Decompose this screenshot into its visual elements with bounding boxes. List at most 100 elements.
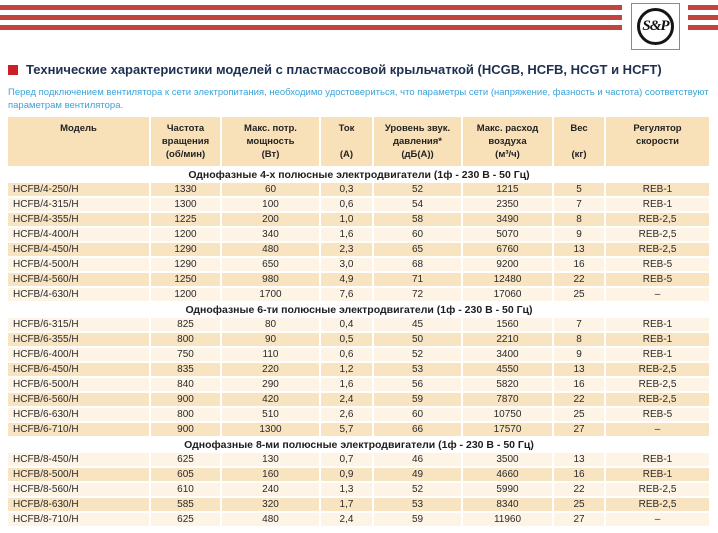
- cell-current: 0,7: [320, 452, 374, 469]
- cell-noise: 54: [373, 197, 463, 214]
- column-header-airflow: Макс. расход воздуха (м³/ч): [462, 117, 554, 169]
- section-title-row: Однофазные 6-ти полюсные электродвигател…: [8, 302, 710, 319]
- table-row: HCFB/6-560/H 900 420 2,4 59 7870 22 REB-2,5: [8, 392, 711, 409]
- cell-controller: REB-2,5: [605, 392, 711, 409]
- cell-model: HCFB/4-400/H: [8, 227, 151, 244]
- cell-noise: 60: [373, 227, 463, 244]
- column-header-model: Модель: [8, 117, 151, 169]
- page-title: Технические характеристики моделей с пла…: [26, 62, 662, 77]
- cell-current: 2,4: [320, 512, 374, 529]
- cell-airflow: 2350: [462, 197, 554, 214]
- cell-rpm: 800: [150, 407, 222, 424]
- sp-logo-circle: S&P: [637, 8, 674, 45]
- column-header-line: Уровень звук.: [384, 123, 451, 135]
- table-header-row: Модель Частота вращения (об/мин) Макс. потр.…: [8, 117, 711, 169]
- cell-power: 220: [221, 362, 321, 379]
- sp-logo: S&P: [631, 3, 680, 50]
- table-row: HCFB/6-630/H 800 510 2,6 60 10750 25 REB-5: [8, 407, 711, 424]
- cell-rpm: 585: [150, 497, 222, 514]
- column-header-line: [321, 135, 371, 148]
- cell-model: HCFB/4-500/H: [8, 257, 151, 274]
- cell-power: 240: [221, 482, 321, 499]
- cell-airflow: 1215: [462, 182, 554, 199]
- table-row: HCFB/4-630/H 1200 1700 7,6 72 17060 25–: [8, 287, 711, 304]
- cell-weight: 27: [553, 512, 606, 529]
- table-row: HCFB/4-400/H 1200 340 1,6 60 5070 9 REB-2,5: [8, 227, 711, 244]
- red-stripe: [0, 5, 718, 10]
- cell-model: HCFB/6-500/H: [8, 377, 151, 394]
- cell-rpm: 1290: [150, 242, 222, 259]
- cell-controller: REB-1: [605, 347, 711, 364]
- cell-weight: 8: [553, 332, 606, 349]
- column-header-line: Регулятор: [633, 123, 682, 135]
- column-header-line: мощность: [246, 136, 295, 148]
- cell-rpm: 1250: [150, 272, 222, 289]
- cell-controller: REB-2,5: [605, 377, 711, 394]
- cell-controller: REB-2,5: [605, 212, 711, 229]
- column-header-line: давления*: [392, 136, 443, 148]
- cell-controller: REB-2,5: [605, 482, 711, 499]
- cell-airflow: 12480: [462, 272, 554, 289]
- red-stripe: [0, 25, 718, 30]
- cell-power: 60: [221, 182, 321, 199]
- cell-weight: 25: [553, 497, 606, 514]
- cell-airflow: 10750: [462, 407, 554, 424]
- cell-rpm: 900: [150, 392, 222, 409]
- cell-current: 1,7: [320, 497, 374, 514]
- cell-power: 130: [221, 452, 321, 469]
- cell-power: 480: [221, 512, 321, 529]
- cell-noise: 52: [373, 347, 463, 364]
- section-title-row: Однофазные 8-ми полюсные электродвигател…: [8, 437, 710, 454]
- cell-airflow: 5820: [462, 377, 554, 394]
- cell-power: 980: [221, 272, 321, 289]
- cell-model: HCFB/4-560/H: [8, 272, 151, 289]
- cell-rpm: 825: [150, 317, 222, 334]
- column-header-line: (дБ(А)): [401, 149, 434, 161]
- cell-airflow: 9200: [462, 257, 554, 274]
- cell-noise: 52: [373, 182, 463, 199]
- cell-current: 1,6: [320, 227, 374, 244]
- cell-airflow: 6760: [462, 242, 554, 259]
- cell-rpm: 750: [150, 347, 222, 364]
- cell-rpm: 625: [150, 452, 222, 469]
- cell-model: HCFB/6-315/H: [8, 317, 151, 334]
- section-title: Однофазные 6-ти полюсные электродвигател…: [8, 302, 710, 319]
- cell-current: 7,6: [320, 287, 374, 304]
- cell-power: 90: [221, 332, 321, 349]
- cell-airflow: 7870: [462, 392, 554, 409]
- cell-controller: REB-1: [605, 452, 711, 469]
- cell-weight: 27: [553, 422, 606, 439]
- cell-airflow: 5070: [462, 227, 554, 244]
- cell-controller: REB-5: [605, 272, 711, 289]
- table-row: HCFB/6-400/H 750 110 0,6 52 3400 9 REB-1: [8, 347, 711, 364]
- cell-model: HCFB/6-450/H: [8, 362, 151, 379]
- cell-current: 4,9: [320, 272, 374, 289]
- cell-model: HCFB/6-400/H: [8, 347, 151, 364]
- table-row: HCFB/8-630/H 585 320 1,7 53 8340 25 REB-2,5: [8, 497, 711, 514]
- cell-noise: 53: [373, 362, 463, 379]
- cell-current: 1,0: [320, 212, 374, 229]
- cell-power: 200: [221, 212, 321, 229]
- cell-power: 1700: [221, 287, 321, 304]
- cell-airflow: 5990: [462, 482, 554, 499]
- column-header-rpm: Частота вращения (об/мин): [150, 117, 222, 169]
- column-header-line: (Вт): [261, 149, 280, 161]
- sp-logo-text: S&P: [642, 18, 669, 34]
- cell-controller: REB-1: [605, 467, 711, 484]
- cell-controller: REB-1: [605, 317, 711, 334]
- column-header-line: [606, 148, 708, 161]
- column-header-line: (м³/ч): [495, 149, 520, 161]
- cell-rpm: 625: [150, 512, 222, 529]
- cell-power: 480: [221, 242, 321, 259]
- column-header-line: Макс. расход: [476, 123, 539, 135]
- cell-current: 0,3: [320, 182, 374, 199]
- cell-noise: 68: [373, 257, 463, 274]
- cell-power: 80: [221, 317, 321, 334]
- cell-weight: 13: [553, 242, 606, 259]
- cell-airflow: 2210: [462, 332, 554, 349]
- cell-current: 1,2: [320, 362, 374, 379]
- cell-airflow: 4550: [462, 362, 554, 379]
- cell-weight: 16: [553, 377, 606, 394]
- red-stripe: [0, 15, 718, 20]
- cell-weight: 9: [553, 227, 606, 244]
